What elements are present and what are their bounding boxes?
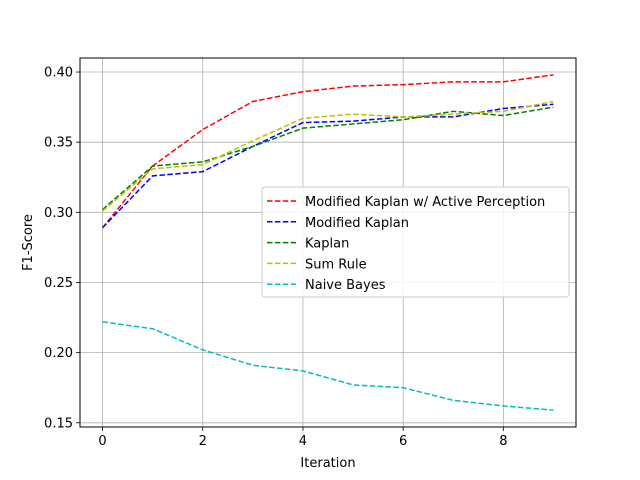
y-tick-label: 0.20: [44, 346, 73, 361]
y-tick-label: 0.15: [44, 416, 73, 431]
series-line-1: [102, 103, 554, 229]
x-axis-label: Iteration: [300, 456, 355, 471]
x-tick-label: 2: [199, 434, 207, 449]
x-tick-label: 8: [499, 434, 507, 449]
legend: Modified Kaplan w/ Active Perception Modi…: [261, 186, 570, 298]
y-tick-label: 0.30: [44, 206, 73, 221]
series-group: [101, 74, 554, 411]
legend-label: Naive Bayes: [305, 278, 386, 293]
x-tick-label: 4: [299, 434, 307, 449]
x-tick-label: 0: [98, 434, 106, 449]
legend-label: Modified Kaplan w/ Active Perception: [305, 195, 545, 210]
plot-frame: [79, 57, 577, 428]
legend-label: Sum Rule: [305, 257, 367, 272]
y-axis-label: F1-Score: [21, 214, 36, 271]
legend-box: [261, 186, 570, 298]
legend-label: Kaplan: [305, 237, 349, 252]
y-tick-label: 0.35: [44, 136, 73, 151]
legend-label: Modified Kaplan: [305, 216, 409, 231]
series-line-2: [102, 106, 554, 211]
series-line-4: [102, 321, 554, 411]
y-tick-label: 0.25: [44, 276, 73, 291]
ticks: 0 2 4 6 8 0.15 0.20 0.25 0.30 0.35 0.40: [44, 66, 507, 449]
x-tick-label: 6: [399, 434, 407, 449]
y-tick-label: 0.40: [44, 66, 73, 81]
series-line-3: [102, 100, 554, 212]
